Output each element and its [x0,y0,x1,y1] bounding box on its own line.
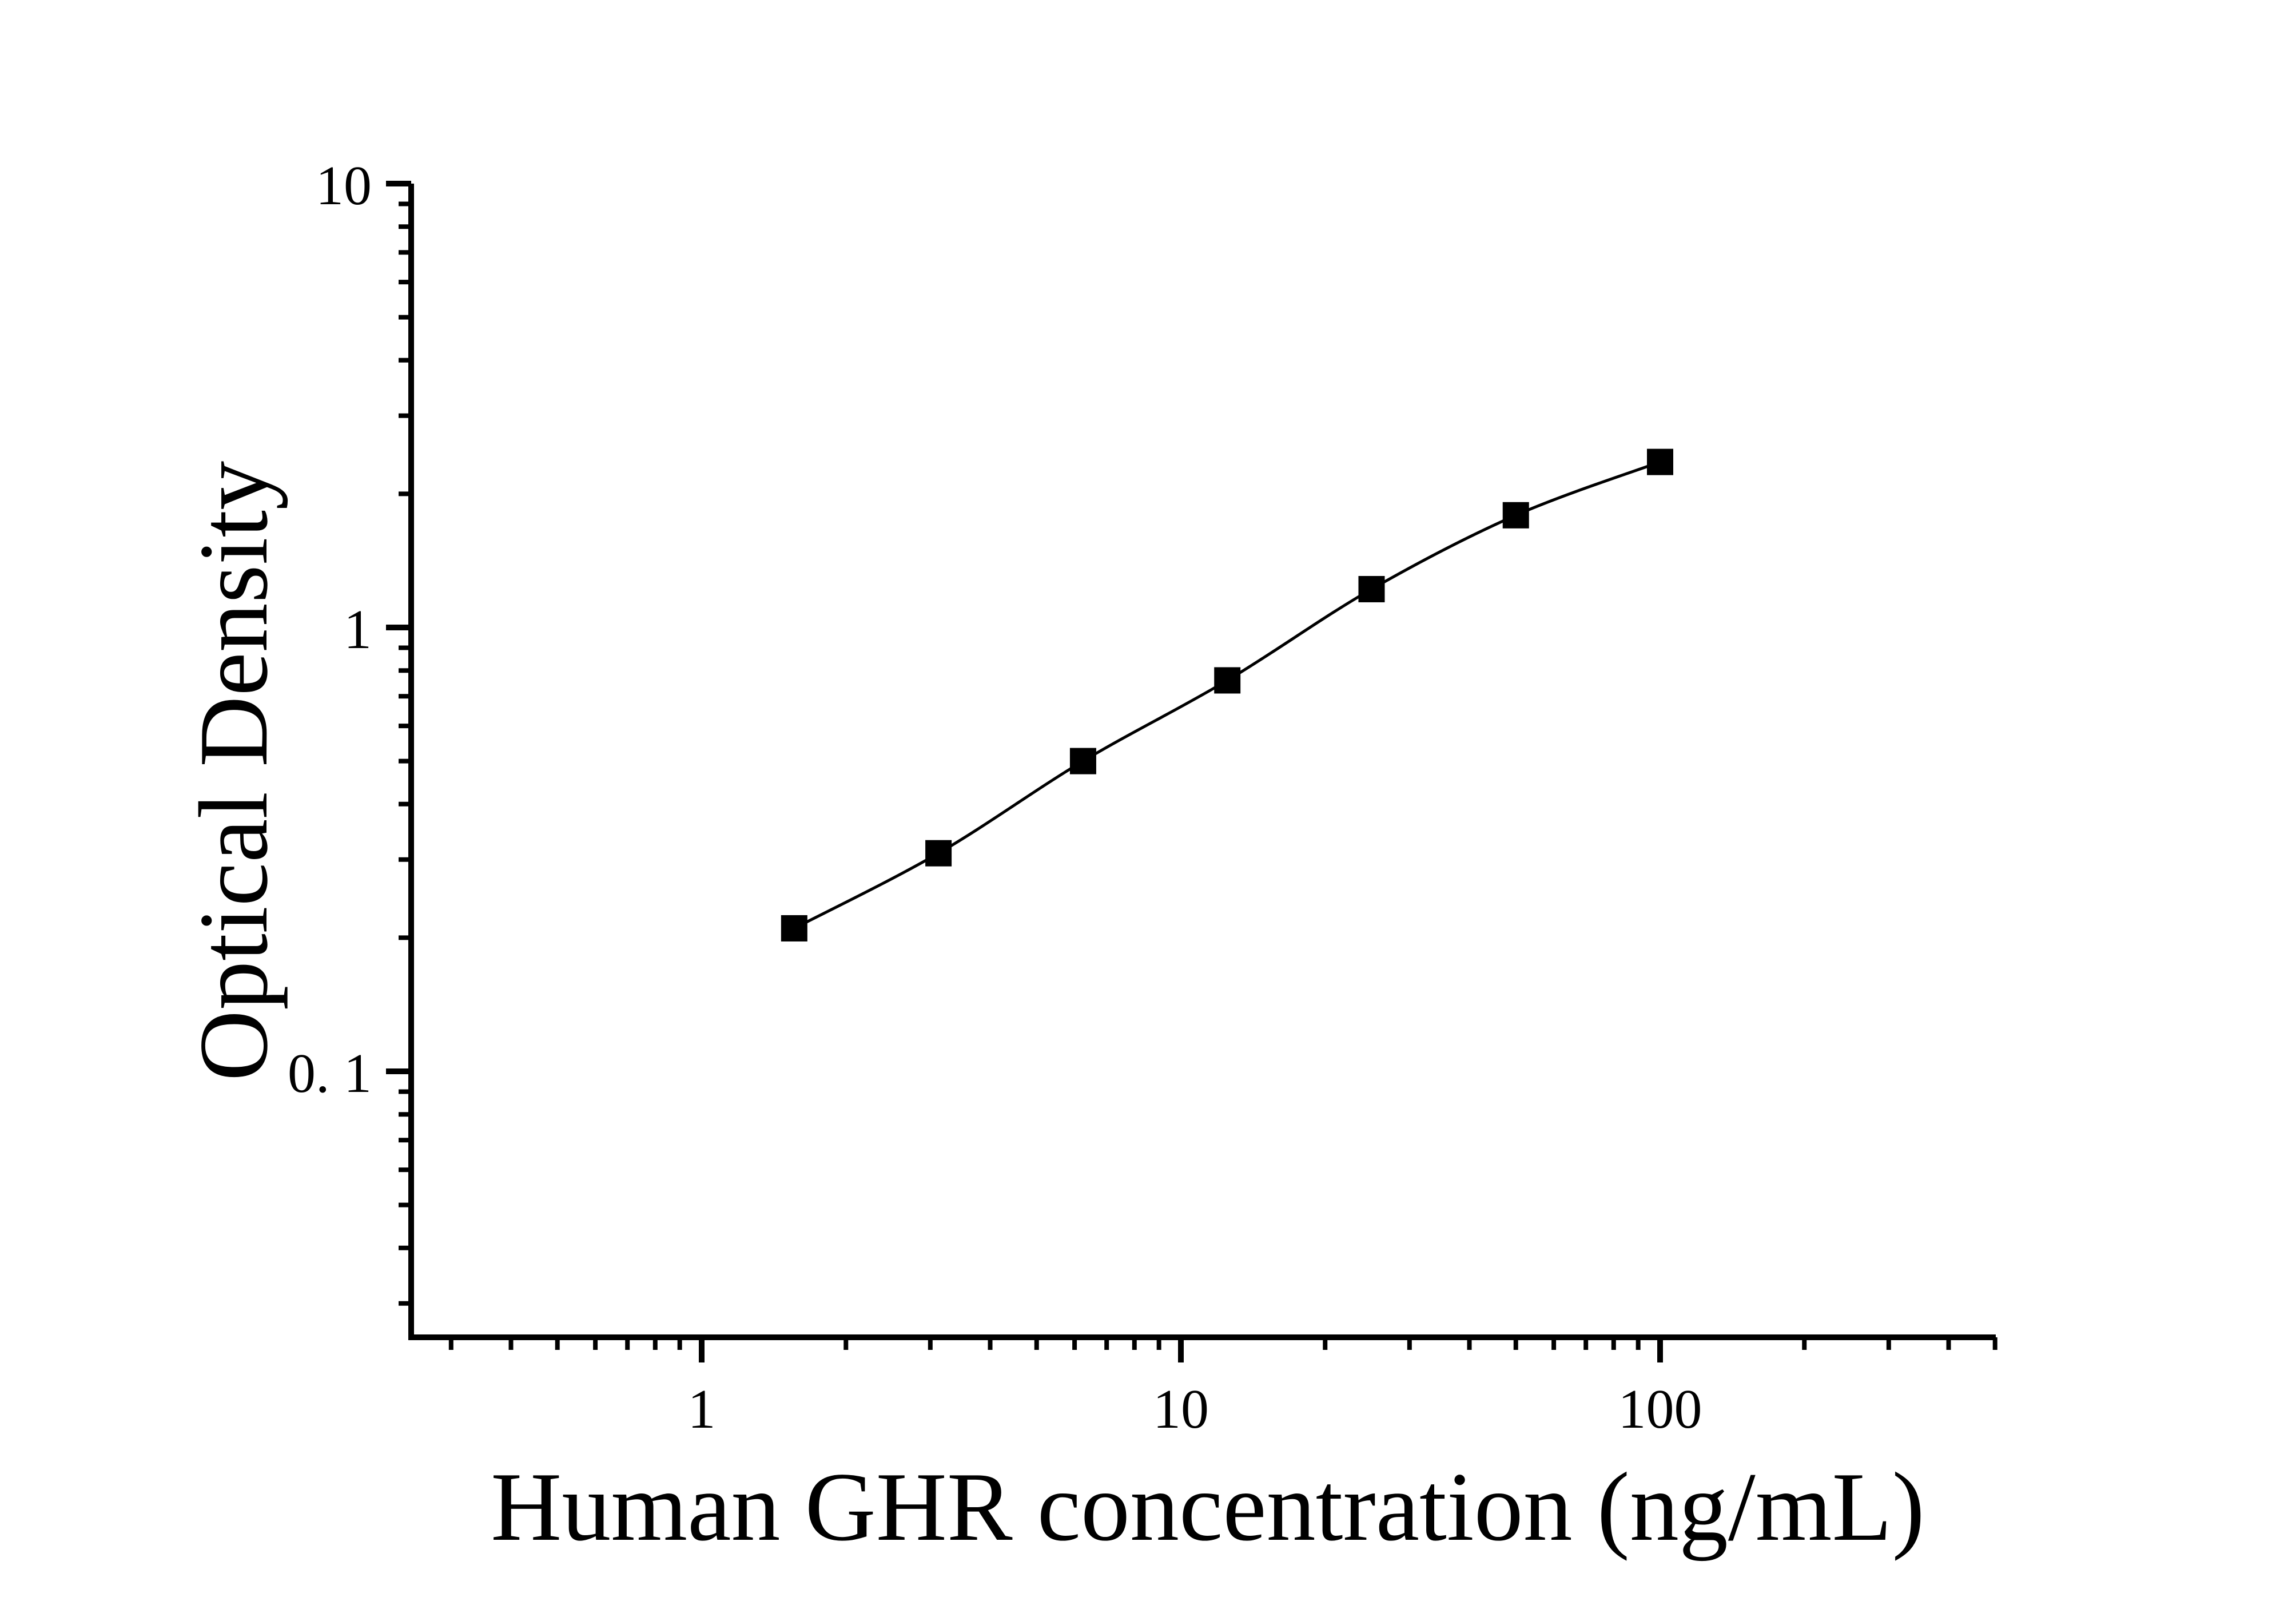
data-points [781,448,1673,941]
data-point-marker [1358,575,1385,602]
y-tick-label: 1 [344,599,372,661]
axis-ticks [386,181,1997,1362]
data-point-marker [781,915,807,941]
axis-spines [408,184,1996,1340]
y-tick-label: 0. 1 [288,1043,372,1105]
x-tick-label: 1 [688,1378,716,1440]
data-point-marker [1502,502,1529,529]
data-point-marker [1647,448,1673,475]
x-axis-title: Human GHR concentration (ng/mL) [491,1453,1925,1562]
tick-labels: 10 1 0. 1 1 10 100 [288,155,1702,1440]
data-point-marker [1214,667,1241,694]
data-point-marker [925,840,952,867]
y-axis-title: Optical Density [180,461,288,1081]
y-tick-label: 10 [316,155,372,217]
data-point-marker [1069,748,1096,774]
x-tick-label: 10 [1153,1378,1209,1440]
standard-curve-line [793,460,1661,930]
axes [408,184,1996,1340]
x-tick-label: 100 [1618,1378,1702,1440]
